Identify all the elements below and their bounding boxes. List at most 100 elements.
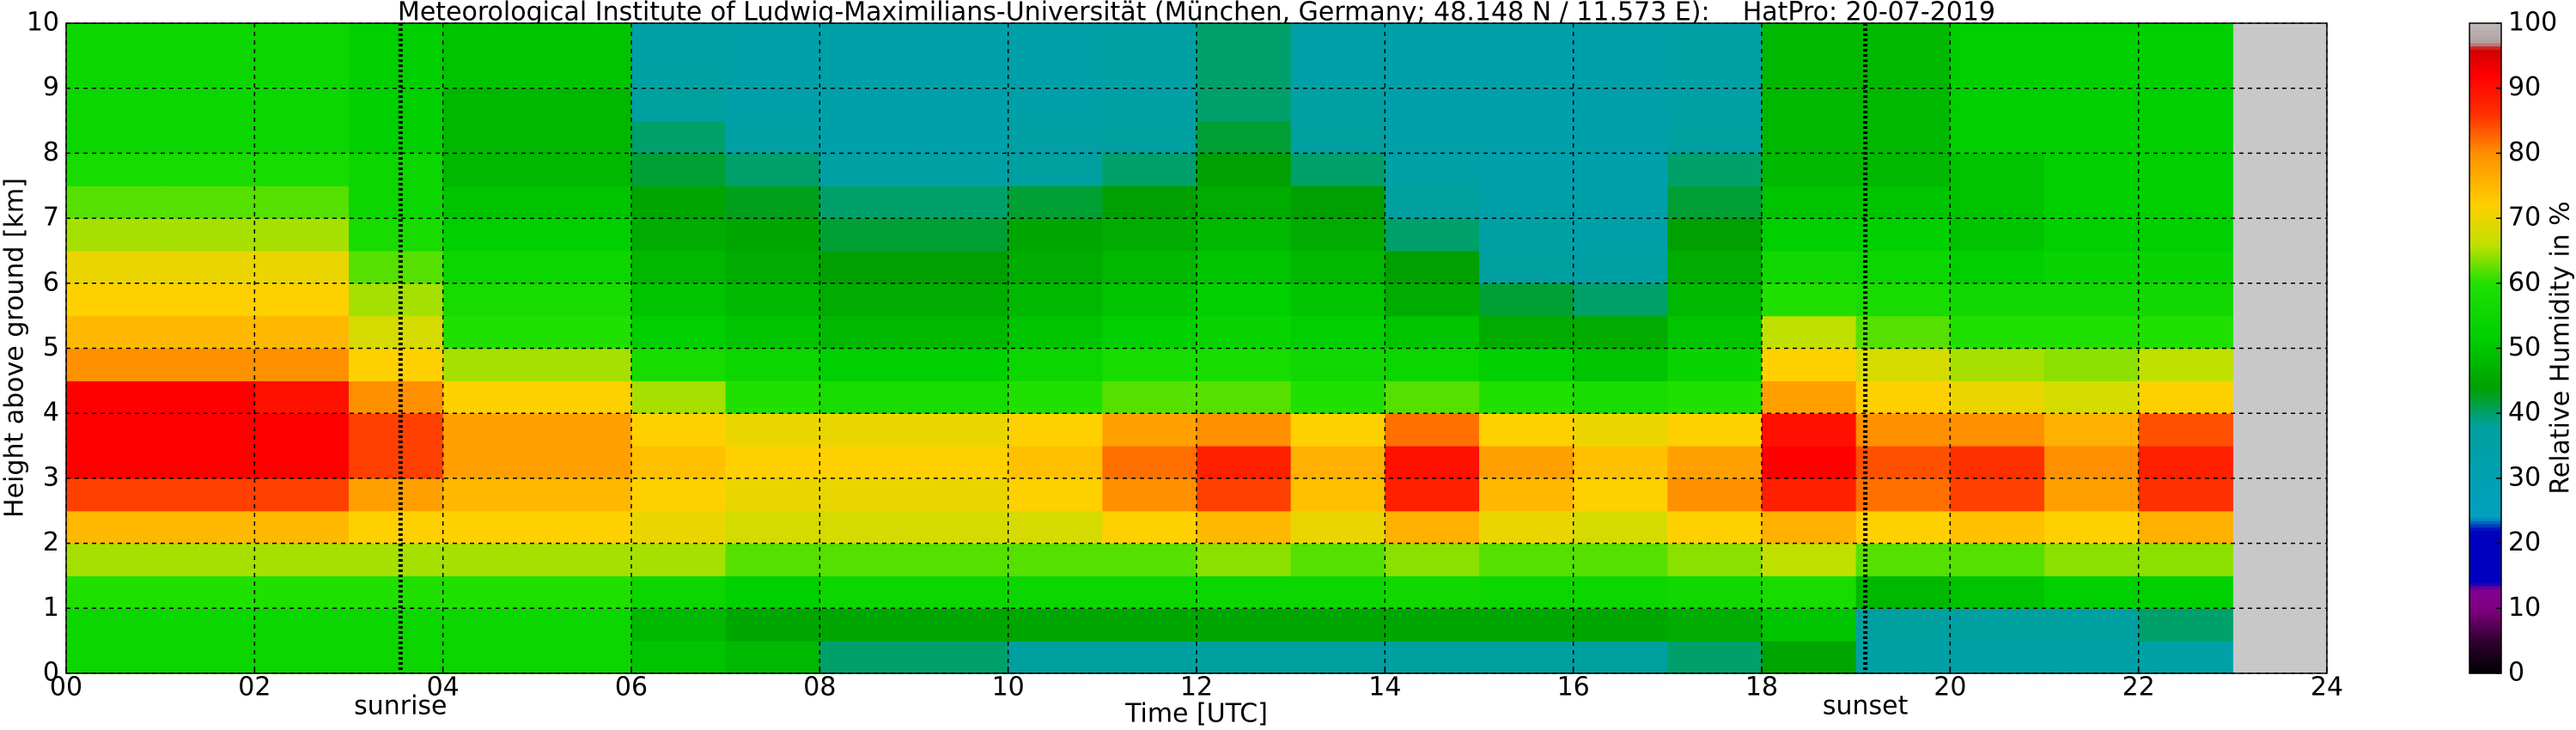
colorbar-segment [2469,605,2501,609]
heatmap-cell [1573,510,1668,544]
heatmap-cell [2044,608,2140,642]
heatmap-cell [66,348,161,381]
colorbar-segment [2469,432,2501,437]
heatmap-cell [631,413,727,447]
colorbar-segment [2469,332,2501,336]
colorbar-segment [2469,124,2501,128]
colorbar-segment [2469,104,2501,109]
heatmap-cell [2138,543,2233,577]
heatmap-cell [1385,250,1480,284]
colorbar-segment [2469,579,2501,583]
x-tick-label: 00 [50,672,82,703]
heatmap-cell [819,446,915,479]
heatmap-cell [2044,23,2140,57]
heatmap-cell [1667,315,1763,350]
heatmap-cell [1667,608,1763,642]
heatmap-cell [442,120,538,154]
colorbar-segment [2469,624,2501,629]
heatmap-cell [2044,55,2140,89]
heatmap-cell [66,380,161,414]
heatmap-cell [1290,153,1385,186]
heatmap-cell [1950,186,2045,219]
heatmap-cell [914,55,1009,89]
colorbar-segment [2469,341,2501,346]
heatmap-cell [2138,218,2233,252]
colorbar-segment [2469,592,2501,596]
colorbar-segment [2469,517,2501,521]
colorbar-segment [2469,442,2501,447]
colorbar-segment [2469,546,2501,551]
heatmap-cell [1762,88,1857,122]
colorbar-segment [2469,91,2501,95]
heatmap-cell [725,478,820,512]
colorbar-segment [2469,439,2501,443]
heatmap-cell [1950,315,2045,350]
colorbar-segment [2469,459,2501,463]
x-tick-label: 24 [2311,672,2343,703]
heatmap-cell [725,446,820,479]
colorbar-segment [2469,186,2501,190]
heatmap-cell [1385,510,1480,544]
colorbar-segment [2469,446,2501,450]
heatmap-cell [1290,283,1385,317]
colorbar-segment [2469,670,2501,674]
heatmap-cell [1573,120,1668,154]
colorbar-segment [2469,335,2501,339]
heatmap-cell [1479,575,1574,609]
heatmap-cell [1008,380,1103,414]
colorbar-segment [2469,539,2501,544]
colorbar-tick-label: 10 [2508,593,2541,623]
colorbar-segment [2469,452,2501,457]
heatmap-cell [2044,543,2140,577]
heatmap-cell [349,380,444,414]
x-tick-label: 14 [1368,672,1401,703]
heatmap-cell [1102,88,1197,122]
colorbar-segment [2469,666,2501,671]
heatmap-cell [537,120,632,154]
colorbar-segment [2469,507,2501,512]
heatmap-cell [1855,510,1951,544]
x-tick-label: 20 [1934,672,1966,703]
heatmap-cell [160,186,255,219]
heatmap-cell [2044,218,2140,252]
heatmap-cell [914,608,1009,642]
heatmap-cell [160,380,255,414]
heatmap-cell [160,283,255,317]
heatmap-cell [1855,478,1951,512]
heatmap-cell [1762,641,1857,674]
colorbar-segment [2469,257,2501,261]
colorbar-tick-label: 0 [2508,658,2524,688]
colorbar-segment [2469,510,2501,515]
colorbar-segment [2469,448,2501,453]
heatmap-cell [819,55,915,89]
heatmap-cell [1573,543,1668,577]
heatmap-cell [1667,575,1763,609]
heatmap-cell [2044,380,2140,414]
colorbar-segment [2469,406,2501,411]
heatmap-cell [349,186,444,219]
heatmap-cell [1573,55,1668,89]
heatmap-cell [254,283,350,317]
colorbar-segment [2469,42,2501,47]
heatmap-cell [537,55,632,89]
heatmap-cell [1573,575,1668,609]
colorbar-segment [2469,175,2501,180]
colorbar-segment [2469,169,2501,173]
colorbar-segment [2469,309,2501,313]
x-tick-label: 02 [238,672,271,703]
heatmap-cell [254,153,350,186]
colorbar-segment [2469,198,2501,203]
colorbar-segment [2469,146,2501,151]
heatmap-cell [66,88,161,122]
y-tick-label: 6 [43,267,59,297]
heatmap-cell [1855,608,1951,642]
heatmap-cell [160,348,255,381]
heatmap-cell [2138,608,2233,642]
heatmap-cell [819,218,915,252]
heatmap-cell [1290,543,1385,577]
colorbar-segment [2469,33,2501,37]
heatmap-cell [914,348,1009,381]
heatmap-cell [349,283,444,317]
heatmap-cell [1290,478,1385,512]
heatmap-cell [1950,88,2045,122]
